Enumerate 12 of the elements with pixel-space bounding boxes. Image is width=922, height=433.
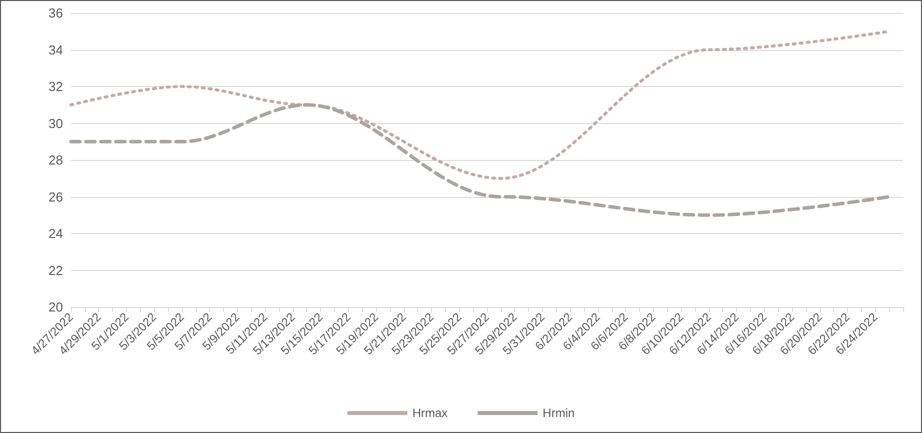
y-tick-label: 28 xyxy=(48,152,63,168)
y-tick-label: 20 xyxy=(48,300,63,314)
y-tick-label: 32 xyxy=(48,79,63,94)
legend-label: Hrmax xyxy=(412,406,448,420)
y-tick-label: 26 xyxy=(48,189,63,204)
y-tick-label: 22 xyxy=(48,262,63,278)
y-tick-label: 24 xyxy=(48,226,63,241)
legend-label: Hrmin xyxy=(542,406,575,420)
y-tick-label: 34 xyxy=(48,42,63,58)
y-tick-label: 30 xyxy=(48,116,63,131)
line-series xyxy=(69,103,891,217)
y-tick-label: 36 xyxy=(48,6,63,20)
